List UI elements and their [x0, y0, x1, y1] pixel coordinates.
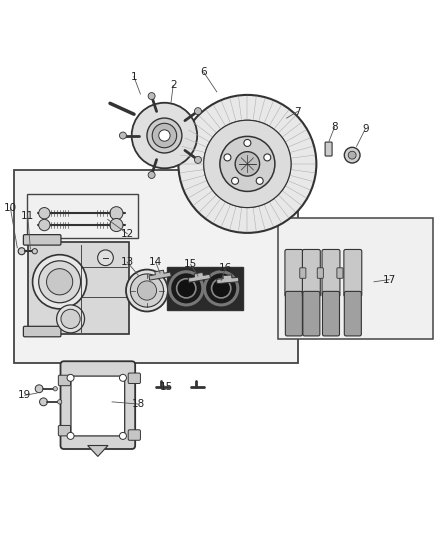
Text: 10: 10: [4, 203, 17, 213]
Circle shape: [235, 152, 260, 176]
Circle shape: [39, 398, 47, 406]
FancyBboxPatch shape: [23, 326, 61, 337]
Text: 6: 6: [201, 67, 207, 77]
Circle shape: [138, 281, 156, 300]
Circle shape: [220, 136, 275, 191]
FancyBboxPatch shape: [337, 268, 343, 278]
FancyBboxPatch shape: [344, 292, 361, 336]
Text: 1: 1: [131, 71, 137, 82]
Circle shape: [131, 274, 163, 307]
Circle shape: [194, 156, 201, 164]
Circle shape: [264, 154, 271, 161]
Polygon shape: [149, 270, 171, 280]
FancyBboxPatch shape: [300, 268, 306, 278]
Circle shape: [205, 272, 238, 305]
FancyBboxPatch shape: [128, 430, 141, 440]
Text: 12: 12: [121, 229, 134, 239]
Circle shape: [110, 207, 123, 220]
FancyBboxPatch shape: [23, 235, 61, 245]
Text: 15: 15: [184, 260, 197, 269]
Text: 19: 19: [18, 390, 32, 400]
Text: 16: 16: [219, 263, 232, 273]
Circle shape: [110, 219, 123, 231]
FancyBboxPatch shape: [128, 373, 141, 384]
Circle shape: [53, 386, 57, 391]
Text: 2: 2: [170, 80, 177, 90]
FancyBboxPatch shape: [60, 361, 135, 449]
Circle shape: [120, 432, 127, 439]
Circle shape: [98, 250, 113, 265]
Circle shape: [344, 147, 360, 163]
Circle shape: [178, 95, 316, 233]
Bar: [14, 171, 297, 362]
FancyBboxPatch shape: [303, 292, 320, 336]
Circle shape: [152, 123, 177, 148]
Circle shape: [67, 432, 74, 439]
Circle shape: [32, 255, 87, 309]
Circle shape: [46, 269, 73, 295]
Bar: [166, 266, 243, 310]
FancyBboxPatch shape: [71, 376, 125, 436]
Circle shape: [132, 103, 197, 168]
Text: 9: 9: [362, 124, 369, 134]
Circle shape: [120, 374, 127, 381]
FancyBboxPatch shape: [325, 142, 332, 156]
Text: 7: 7: [294, 107, 301, 117]
Polygon shape: [217, 275, 239, 284]
Circle shape: [39, 261, 81, 303]
Circle shape: [256, 177, 263, 184]
Circle shape: [212, 279, 231, 298]
FancyBboxPatch shape: [285, 249, 303, 297]
Circle shape: [232, 177, 239, 184]
FancyBboxPatch shape: [58, 375, 71, 386]
Circle shape: [147, 118, 182, 153]
Text: 13: 13: [121, 257, 134, 267]
Circle shape: [120, 132, 127, 139]
Circle shape: [204, 120, 291, 207]
Circle shape: [194, 108, 201, 115]
Polygon shape: [188, 272, 211, 282]
Circle shape: [170, 272, 203, 305]
Circle shape: [32, 248, 37, 254]
FancyBboxPatch shape: [286, 292, 302, 336]
FancyBboxPatch shape: [58, 425, 71, 436]
Circle shape: [177, 279, 196, 298]
Text: 8: 8: [332, 122, 338, 132]
Circle shape: [35, 385, 43, 393]
Circle shape: [57, 400, 62, 404]
Circle shape: [18, 248, 25, 255]
Circle shape: [348, 151, 356, 159]
Circle shape: [148, 93, 155, 100]
FancyBboxPatch shape: [317, 268, 323, 278]
Circle shape: [126, 270, 168, 311]
FancyBboxPatch shape: [344, 249, 362, 297]
FancyBboxPatch shape: [322, 292, 339, 336]
FancyBboxPatch shape: [322, 249, 340, 297]
Polygon shape: [88, 446, 108, 456]
Text: 15: 15: [160, 382, 173, 392]
Circle shape: [57, 305, 85, 333]
Circle shape: [204, 120, 291, 207]
Circle shape: [224, 154, 231, 161]
Text: 11: 11: [21, 211, 35, 221]
Text: 14: 14: [149, 257, 162, 267]
Circle shape: [61, 309, 80, 328]
Circle shape: [39, 220, 50, 231]
Circle shape: [159, 130, 170, 141]
Circle shape: [39, 207, 50, 219]
Circle shape: [244, 140, 251, 147]
Bar: [278, 219, 433, 338]
Circle shape: [67, 374, 74, 381]
FancyBboxPatch shape: [302, 249, 320, 297]
Text: 17: 17: [383, 274, 396, 285]
Circle shape: [148, 172, 155, 179]
Text: 18: 18: [131, 399, 145, 409]
Polygon shape: [28, 243, 130, 334]
Bar: [27, 195, 138, 238]
